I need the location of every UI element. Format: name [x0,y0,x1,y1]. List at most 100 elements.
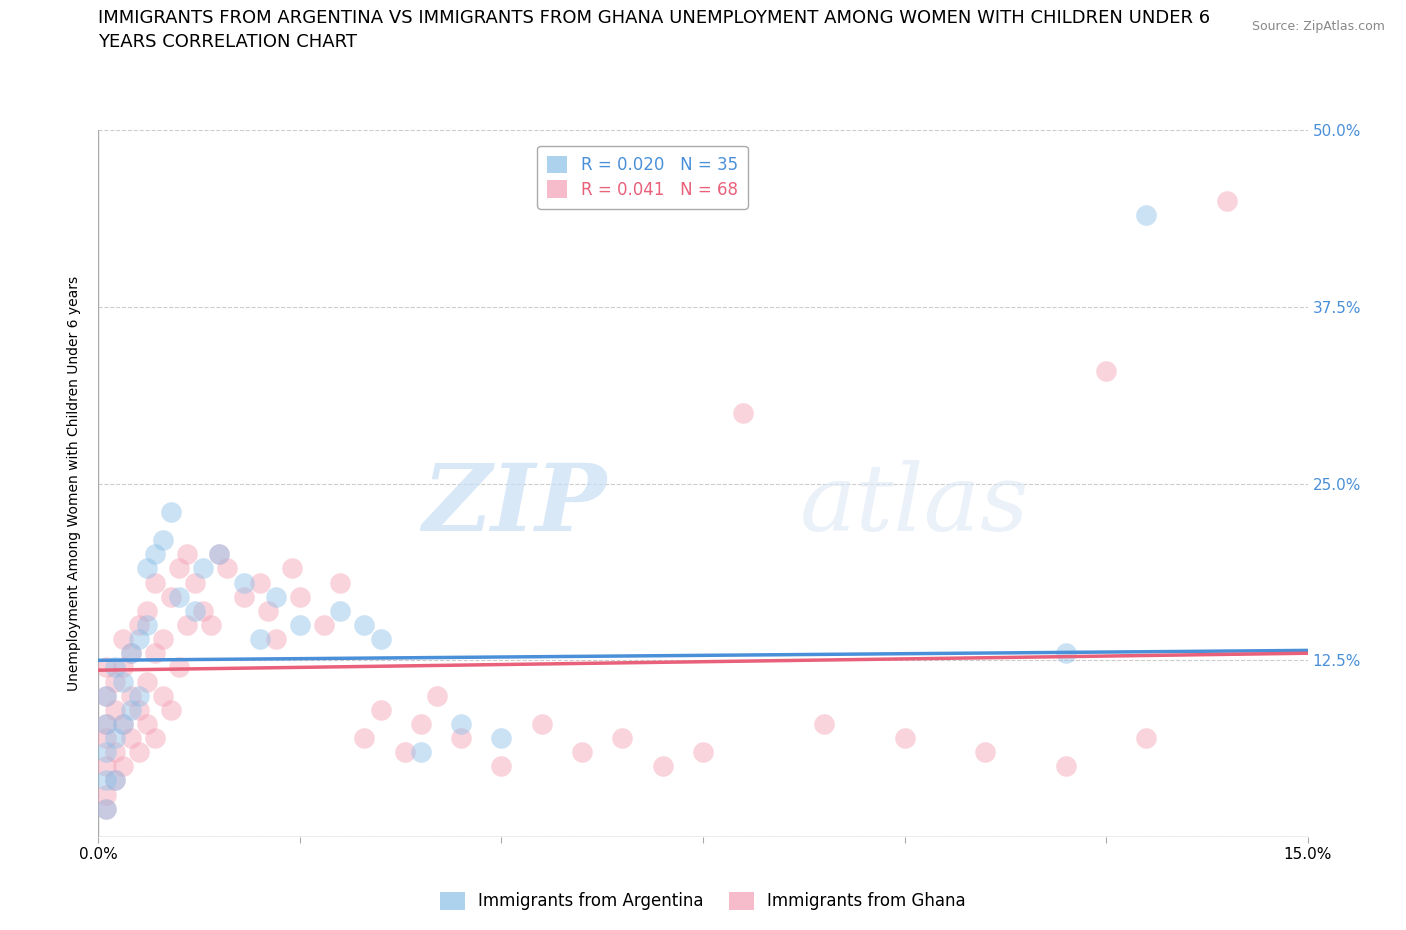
Point [249,631,271,646]
Point [152,631,174,646]
Point [111,716,134,731]
Legend: Immigrants from Argentina, Immigrants from Ghana: Immigrants from Argentina, Immigrants fr… [433,885,973,917]
Point [176,547,198,562]
Point [530,716,553,731]
Point [184,604,207,618]
Point [208,547,231,562]
Point [160,702,183,717]
Point [96,716,118,731]
Point [353,731,375,746]
Point [1135,731,1157,746]
Legend: R = 0.020   N = 35, R = 0.041   N = 68: R = 0.020 N = 35, R = 0.041 N = 68 [537,146,748,208]
Point [96,688,118,703]
Point [264,631,287,646]
Point [176,618,198,632]
Point [256,604,278,618]
Point [111,631,134,646]
Point [96,802,118,817]
Point [491,731,513,746]
Text: IMMIGRANTS FROM ARGENTINA VS IMMIGRANTS FROM GHANA UNEMPLOYMENT AMONG WOMEN WITH: IMMIGRANTS FROM ARGENTINA VS IMMIGRANTS … [98,9,1211,27]
Point [103,773,125,788]
Point [232,590,254,604]
Point [96,787,118,802]
Point [329,604,352,618]
Point [167,561,190,576]
Point [135,561,157,576]
Text: atlas: atlas [800,459,1029,550]
Point [143,731,166,746]
Point [264,590,287,604]
Point [450,716,472,731]
Point [733,405,755,420]
Point [120,645,142,660]
Point [813,716,835,731]
Text: Source: ZipAtlas.com: Source: ZipAtlas.com [1251,20,1385,33]
Point [409,716,432,731]
Point [1216,193,1239,208]
Point [128,618,150,632]
Point [103,773,125,788]
Point [1095,363,1118,378]
Point [96,745,118,760]
Point [103,745,125,760]
Point [409,745,432,760]
Text: YEARS CORRELATION CHART: YEARS CORRELATION CHART [98,33,357,50]
Point [288,590,311,604]
Point [184,575,207,590]
Point [135,618,157,632]
Point [281,561,304,576]
Point [160,504,183,519]
Point [96,660,118,675]
Point [120,688,142,703]
Point [103,702,125,717]
Point [96,802,118,817]
Point [314,618,336,632]
Point [450,731,472,746]
Point [692,745,714,760]
Point [120,702,142,717]
Point [232,575,254,590]
Point [329,575,352,590]
Point [143,547,166,562]
Point [571,745,593,760]
Point [353,618,375,632]
Point [120,731,142,746]
Point [612,731,634,746]
Point [1054,759,1077,774]
Point [1054,645,1077,660]
Text: ZIP: ZIP [422,459,606,550]
Point [111,674,134,689]
Point [96,716,118,731]
Point [103,674,125,689]
Point [135,716,157,731]
Point [103,731,125,746]
Point [974,745,997,760]
Point [111,759,134,774]
Point [96,773,118,788]
Point [288,618,311,632]
Point [651,759,673,774]
Point [103,660,125,675]
Point [96,731,118,746]
Point [111,660,134,675]
Point [135,674,157,689]
Point [167,590,190,604]
Point [193,561,215,576]
Point [217,561,239,576]
Point [128,702,150,717]
Point [135,604,157,618]
Point [426,688,449,703]
Point [152,533,174,548]
Point [370,702,392,717]
Point [128,745,150,760]
Point [1135,207,1157,222]
Point [394,745,416,760]
Point [111,716,134,731]
Point [893,731,915,746]
Point [96,688,118,703]
Point [128,688,150,703]
Point [128,631,150,646]
Point [208,547,231,562]
Point [160,590,183,604]
Point [249,575,271,590]
